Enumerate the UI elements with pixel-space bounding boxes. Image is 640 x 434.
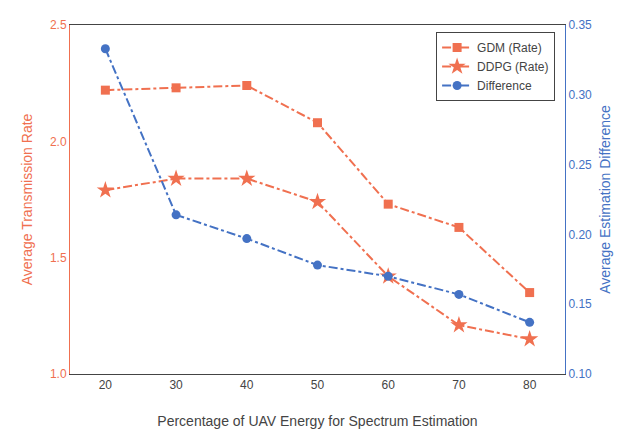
svg-text:30: 30 — [169, 378, 183, 392]
svg-text:Average Transmission Rate: Average Transmission Rate — [19, 113, 35, 285]
svg-text:20: 20 — [99, 378, 113, 392]
svg-text:1.0: 1.0 — [50, 367, 67, 381]
svg-text:0.35: 0.35 — [568, 18, 592, 32]
svg-text:0.10: 0.10 — [568, 367, 592, 381]
svg-text:80: 80 — [523, 378, 537, 392]
svg-text:Average Estimation Difference: Average Estimation Difference — [597, 105, 613, 294]
svg-text:0.20: 0.20 — [568, 228, 592, 242]
svg-text:DDPG (Rate): DDPG (Rate) — [477, 60, 548, 74]
svg-text:2.0: 2.0 — [50, 135, 67, 149]
svg-text:Percentage of UAV Energy for S: Percentage of UAV Energy for Spectrum Es… — [157, 413, 477, 429]
svg-text:60: 60 — [382, 378, 396, 392]
svg-text:2.5: 2.5 — [50, 18, 67, 32]
svg-text:0.15: 0.15 — [568, 297, 592, 311]
svg-text:1.5: 1.5 — [50, 251, 67, 265]
svg-text:GDM (Rate): GDM (Rate) — [477, 41, 542, 55]
svg-text:Difference: Difference — [477, 79, 532, 93]
svg-text:0.25: 0.25 — [568, 158, 592, 172]
svg-text:0.30: 0.30 — [568, 88, 592, 102]
svg-text:40: 40 — [240, 378, 254, 392]
svg-text:50: 50 — [311, 378, 325, 392]
svg-text:70: 70 — [452, 378, 466, 392]
